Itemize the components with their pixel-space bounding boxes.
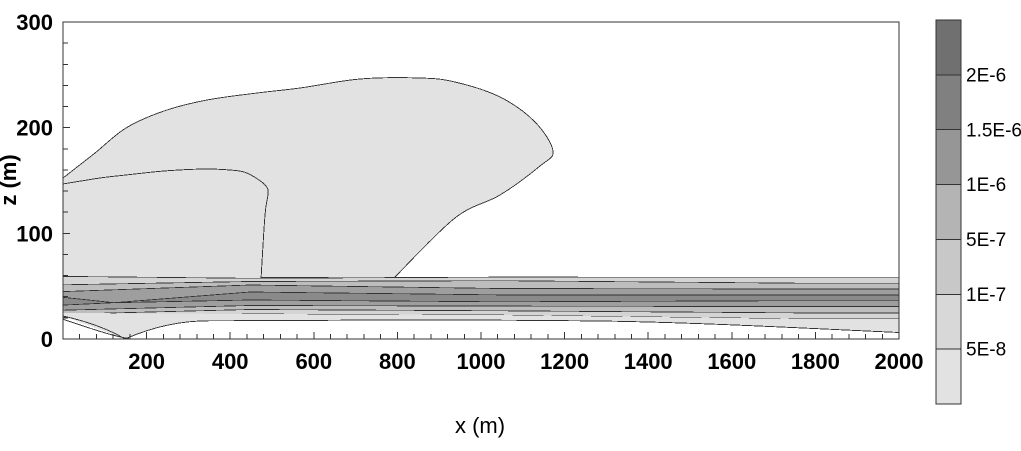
svg-text:z (m): z (m): [0, 154, 21, 205]
svg-text:x (m): x (m): [455, 413, 505, 438]
svg-text:1.5E-6: 1.5E-6: [966, 120, 1021, 141]
svg-text:2E-6: 2E-6: [966, 66, 1006, 87]
svg-text:1E-6: 1E-6: [966, 175, 1006, 196]
svg-text:1E-7: 1E-7: [966, 285, 1006, 306]
svg-text:200: 200: [16, 116, 53, 141]
svg-text:400: 400: [212, 349, 249, 374]
svg-text:2000: 2000: [875, 349, 924, 374]
svg-text:600: 600: [295, 349, 332, 374]
svg-text:1200: 1200: [540, 349, 589, 374]
svg-text:0: 0: [41, 327, 53, 352]
svg-text:100: 100: [16, 221, 53, 246]
svg-text:1600: 1600: [707, 349, 756, 374]
svg-text:1800: 1800: [791, 349, 840, 374]
svg-text:200: 200: [128, 349, 165, 374]
svg-text:1000: 1000: [457, 349, 506, 374]
svg-text:5E-7: 5E-7: [966, 230, 1006, 251]
svg-text:1400: 1400: [624, 349, 673, 374]
svg-text:5E-8: 5E-8: [966, 340, 1006, 361]
svg-text:300: 300: [16, 10, 53, 35]
svg-text:800: 800: [379, 349, 416, 374]
